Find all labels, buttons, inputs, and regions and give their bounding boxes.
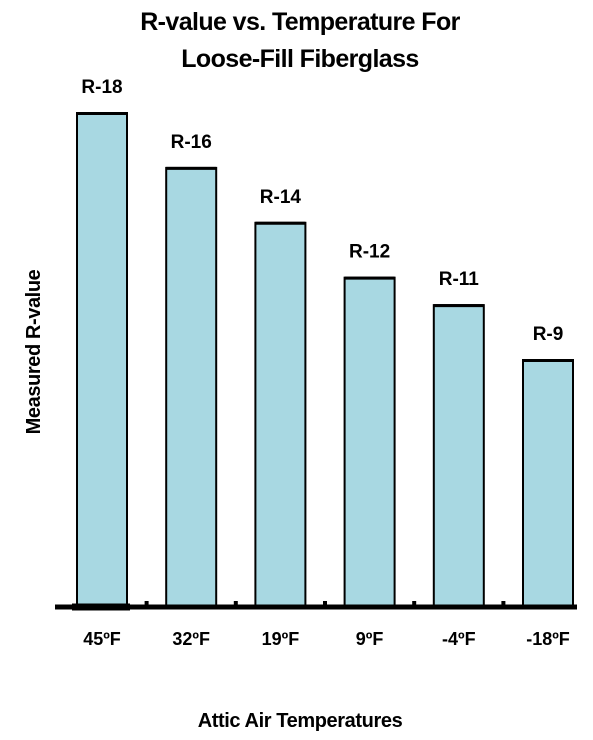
bar-4 — [432, 304, 485, 608]
x-axis-tick-labels: 45ºF 32ºF 19ºF 9ºF -4ºF -18ºF — [83, 629, 570, 649]
data-label-3: R-12 — [349, 242, 390, 263]
tick-label-1: 32ºF — [172, 629, 210, 649]
bar-0 — [76, 112, 128, 608]
data-label-5: R-9 — [533, 324, 564, 345]
bars-group — [76, 112, 574, 608]
data-labels-group: R-18 R-16 R-14 R-12 R-11 R-9 — [81, 77, 563, 345]
bar-2 — [254, 221, 307, 608]
bar-5 — [522, 359, 574, 608]
bar-3 — [343, 276, 396, 608]
chart-title-line-2: Loose-Fill Fiberglass — [181, 45, 418, 73]
chart-title-line-1: R-value vs. Temperature For — [140, 8, 460, 36]
data-label-2: R-14 — [260, 187, 302, 208]
data-label-0: R-18 — [81, 77, 122, 98]
tick-label-0: 45ºF — [83, 629, 121, 649]
x-axis-ticks — [144, 601, 506, 607]
tick-label-5: -18ºF — [526, 629, 570, 649]
x-axis-label: Attic Air Temperatures — [198, 710, 403, 732]
tick-label-4: -4ºF — [442, 629, 476, 649]
tick-label-2: 19ºF — [262, 629, 300, 649]
data-label-1: R-16 — [171, 132, 212, 153]
bar-1 — [165, 166, 218, 608]
tick-label-3: 9ºF — [356, 629, 384, 649]
y-axis-label: Measured R-value — [23, 269, 45, 434]
data-label-4: R-11 — [439, 269, 480, 290]
